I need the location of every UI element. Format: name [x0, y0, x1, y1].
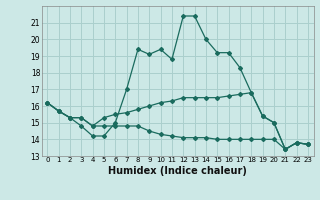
X-axis label: Humidex (Indice chaleur): Humidex (Indice chaleur): [108, 166, 247, 176]
